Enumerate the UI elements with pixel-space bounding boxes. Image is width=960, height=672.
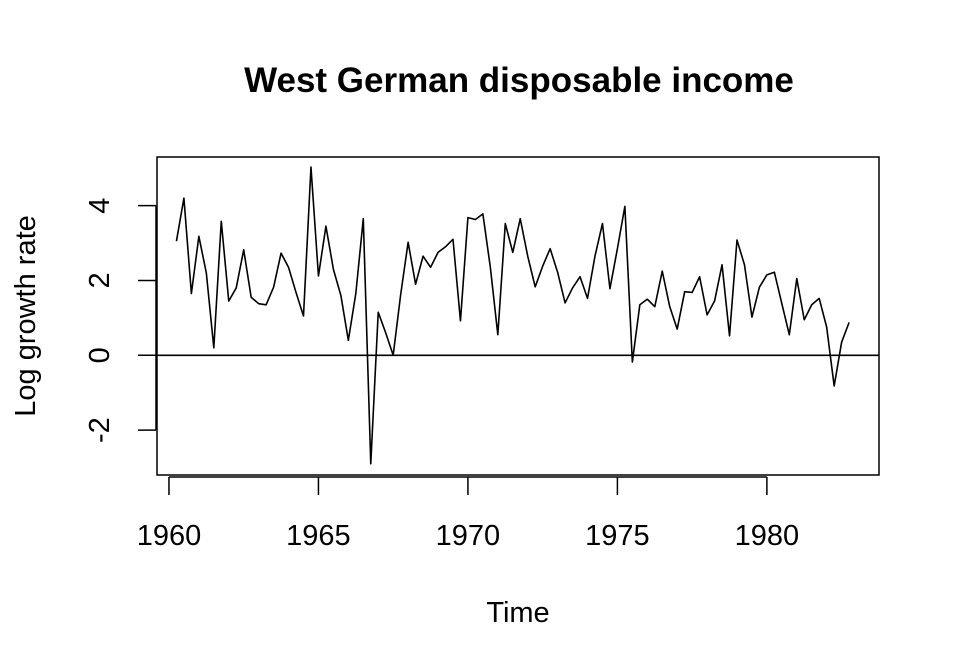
y-axis: -2 0 2 4 <box>84 198 157 443</box>
x-tick-label: 1980 <box>735 520 800 552</box>
y-tick-label: -2 <box>84 417 116 443</box>
x-axis-label: Time <box>486 597 549 629</box>
x-tick-label: 1960 <box>137 520 202 552</box>
series-line-0 <box>175 166 850 465</box>
y-tick-label: 2 <box>84 272 116 288</box>
y-tick-label: 4 <box>84 198 116 214</box>
x-tick-label: 1975 <box>585 520 650 552</box>
series-layer <box>175 166 850 465</box>
x-axis: 1960 1965 1970 1975 1980 <box>137 476 800 552</box>
x-tick-label: 1965 <box>286 520 351 552</box>
y-axis-label: Log growth rate <box>10 215 42 417</box>
chart-title: West German disposable income <box>244 61 794 100</box>
x-tick-label: 1970 <box>436 520 501 552</box>
plot-frame <box>156 156 880 476</box>
y-tick-label: 0 <box>84 347 116 363</box>
